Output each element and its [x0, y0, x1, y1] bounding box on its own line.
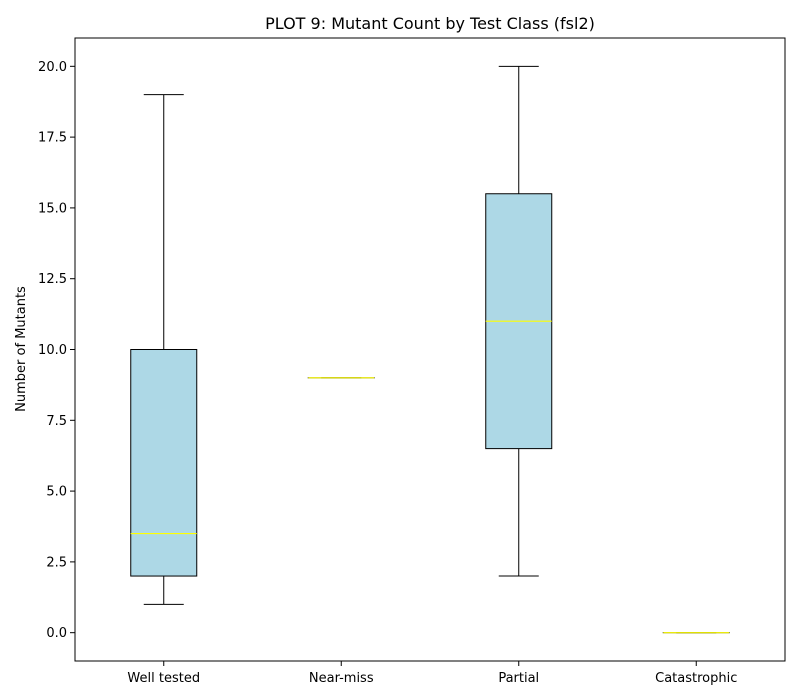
y-axis-label: Number of Mutants — [14, 286, 29, 412]
chart-title: PLOT 9: Mutant Count by Test Class (fsl2… — [265, 14, 595, 33]
iqr-box — [130, 349, 198, 577]
box-well-tested — [130, 94, 198, 605]
y-tick-label: 7.5 — [46, 414, 67, 429]
y-tick-label: 0.0 — [46, 626, 67, 641]
y-tick-label: 12.5 — [38, 272, 67, 287]
x-tick-label: Well tested — [127, 671, 200, 686]
y-tick-label: 17.5 — [38, 131, 67, 146]
y-tick-label: 10.0 — [38, 343, 67, 358]
y-tick-label: 20.0 — [38, 60, 67, 75]
x-tick-label: Partial — [498, 671, 539, 686]
x-axis-ticks: Well tested Near-miss Partial Catastrophic — [127, 661, 737, 686]
y-tick-label: 2.5 — [46, 555, 67, 570]
boxes-layer — [130, 65, 730, 634]
x-tick-label: Catastrophic — [655, 671, 737, 686]
plot-area-frame — [74, 37, 786, 662]
y-tick-label: 15.0 — [38, 201, 67, 216]
y-axis-ticks: 0.0 2.5 5.0 7.5 10.0 12.5 15.0 17.5 20.0 — [38, 60, 75, 641]
box-partial — [485, 65, 553, 577]
x-tick-label: Near-miss — [309, 671, 374, 686]
y-tick-label: 5.0 — [46, 485, 67, 500]
